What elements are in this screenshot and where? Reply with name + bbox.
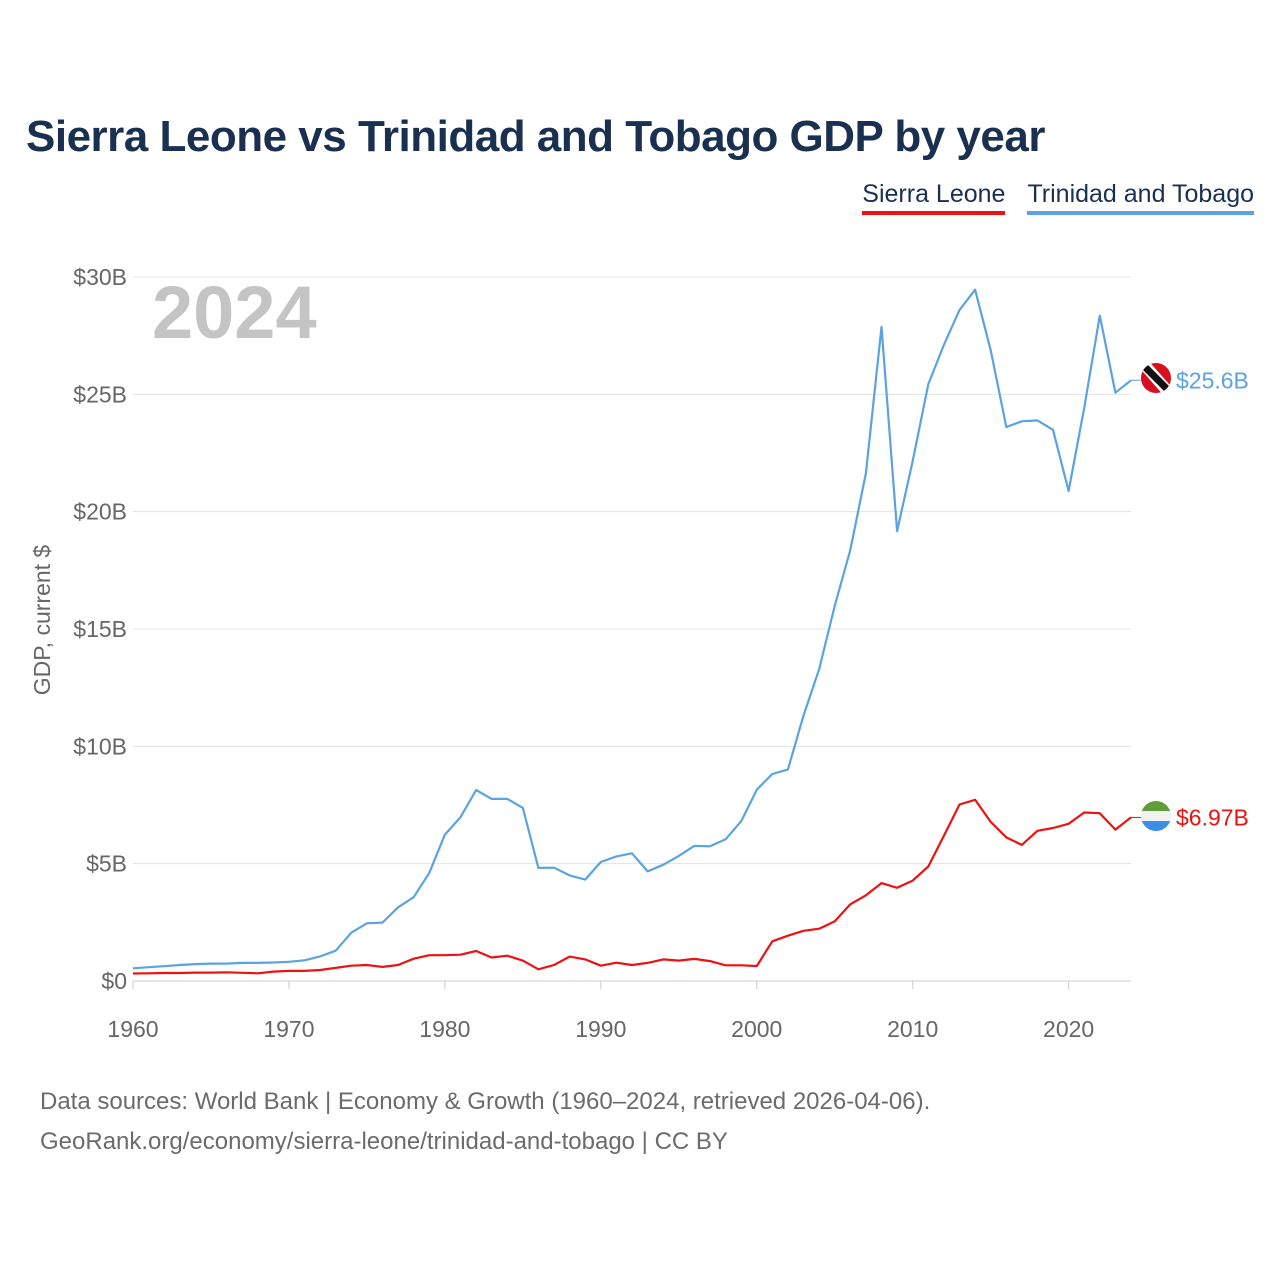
x-axis-ticks: 1960 1970 1980 1990 2000 2010 2020 <box>107 981 1094 1042</box>
x-tick-label: 1990 <box>575 1016 626 1042</box>
trinidad-and-tobago-flag <box>1141 363 1171 393</box>
y-tick-label: $25B <box>73 381 127 407</box>
y-tick-label: $5B <box>86 851 127 877</box>
y-tick-label: $20B <box>73 499 127 525</box>
x-tick-label: 1970 <box>263 1016 314 1042</box>
footer: Data sources: World Bank | Economy & Gro… <box>40 1082 930 1162</box>
y-axis-label: GDP, current $ <box>29 545 55 696</box>
end-value-label-sierra-leone: $6.97B <box>1176 804 1249 830</box>
y-axis-ticks: $0 $5B $10B $15B $20B $25B $30B <box>73 264 127 994</box>
y-tick-label: $10B <box>73 733 127 759</box>
x-tick-label: 1960 <box>107 1016 158 1042</box>
x-tick-label: 1980 <box>419 1016 470 1042</box>
y-tick-label: $0 <box>101 968 127 994</box>
grid-lines <box>133 276 1131 982</box>
series-line-sierra-leone[interactable] <box>132 798 1132 975</box>
end-value-label-trinidad-and-tobago: $25.6B <box>1176 367 1249 393</box>
legend-item-sierra-leone[interactable]: Sierra Leone <box>862 180 1006 215</box>
y-tick-label: $15B <box>73 616 127 642</box>
data-source-text: Data sources: World Bank | Economy & Gro… <box>40 1088 931 1115</box>
series-lines <box>132 288 1132 975</box>
y-tick-label: $30B <box>73 264 127 290</box>
x-tick-label: 2010 <box>887 1016 938 1042</box>
series-end-markers: $6.97B $25.6B <box>1131 367 1249 830</box>
series-line-trinidad-and-tobago[interactable] <box>132 288 1132 970</box>
x-tick-label: 2000 <box>731 1016 782 1042</box>
x-tick-label: 2020 <box>1043 1016 1094 1042</box>
source-url-text[interactable]: GeoRank.org/economy/sierra-leone/trinida… <box>40 1128 728 1155</box>
legend-item-trinidad-and-tobago[interactable]: Trinidad and Tobago <box>1027 180 1254 215</box>
sierra-leone-flag <box>1141 801 1171 831</box>
line-chart: 2024 $0$5B$10B$15B$20B$25B$30B 1960 1970 1… <box>29 264 1249 1042</box>
chart-title: Sierra Leone vs Trinidad and Tobago GDP … <box>26 112 1045 161</box>
legend: Sierra Leone Trinidad and Tobago <box>862 180 1254 215</box>
year-watermark: 2024 <box>152 271 317 354</box>
